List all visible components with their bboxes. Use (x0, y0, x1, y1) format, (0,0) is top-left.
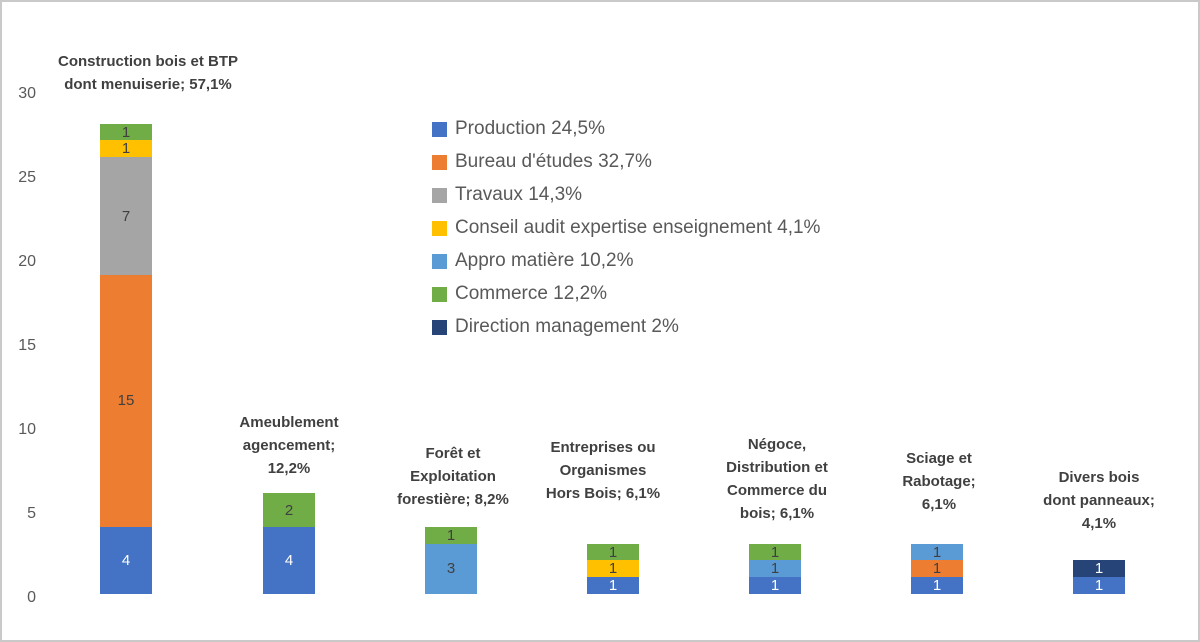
legend-item-bureau-etudes: Bureau d'études 32,7% (432, 146, 652, 178)
legend-label: Conseil audit expertise enseignement 4,1… (455, 217, 821, 238)
y-axis-tick-label: 20 (18, 253, 36, 270)
bar-segment-production: 1 (911, 577, 963, 594)
bar-value-label: 1 (770, 543, 780, 561)
bar-value-label: 1 (932, 543, 942, 561)
bar-value-label: 3 (446, 560, 456, 578)
legend-swatch-conseil-audit-expertise-enseignement (432, 220, 447, 236)
bar-value-label: 1 (608, 560, 618, 578)
legend-item-commerce: Commerce 12,2% (432, 278, 607, 310)
bar-value-label: 4 (284, 551, 294, 569)
bar-segment-commerce: 1 (100, 123, 152, 141)
bar-value-label: 1 (121, 123, 131, 141)
legend-label: Commerce 12,2% (455, 283, 608, 304)
bar-segment-production: 4 (263, 526, 315, 594)
category-label-negoce-distribution-commerce-bois: Négoce, Distribution et Commerce du bois… (726, 436, 828, 522)
y-axis-tick-label: 5 (27, 505, 36, 522)
bar-segment-direction-management: 1 (1073, 560, 1125, 578)
legend-swatch-commerce (432, 286, 447, 302)
bar-value-label: 2 (284, 501, 294, 519)
bar-segment-production: 4 (100, 526, 152, 594)
bar-value-label: 1 (608, 577, 618, 595)
category-label-ameublement-agencement: Ameublement agencement; 12,2% (239, 414, 339, 477)
bar-value-label: 1 (932, 560, 942, 578)
bar-segment-bureau-etudes: 15 (100, 274, 152, 527)
bar-value-label: 15 (117, 392, 135, 410)
bar-segment-commerce: 1 (587, 543, 639, 561)
category-label-entreprises-organismes-hors-bois: Entreprises ou Organismes Hors Bois; 6,1… (545, 439, 661, 502)
y-axis-tick-label: 0 (27, 589, 36, 606)
legend-label: Bureau d'études 32,7% (455, 151, 652, 172)
legend-label: Appro matière 10,2% (455, 250, 634, 271)
bar-value-label: 4 (121, 551, 131, 569)
legend-swatch-direction-management (432, 319, 447, 335)
bar-value-label: 7 (121, 207, 131, 225)
bar-value-label: 1 (770, 560, 780, 578)
legend-label: Travaux 14,3% (455, 184, 583, 205)
y-axis-tick-label: 30 (18, 85, 36, 102)
bar-segment-bureau-etudes: 1 (911, 560, 963, 578)
bar-value-label: 1 (608, 543, 618, 561)
bar-segment-production: 1 (749, 577, 801, 594)
bar-value-label: 1 (446, 526, 456, 544)
legend-item-production: Production 24,5% (432, 113, 605, 145)
bar-value-label: 1 (770, 577, 780, 595)
bar-segment-travaux: 7 (100, 157, 152, 275)
bar-segment-commerce: 2 (263, 493, 315, 527)
legend-swatch-appro-matiere (432, 253, 447, 269)
legend-swatch-travaux (432, 187, 447, 203)
category-label-divers-bois-panneaux: Divers bois dont panneaux; 4,1% (1043, 469, 1155, 532)
bar-segment-conseil-audit-expertise-enseignement: 1 (587, 560, 639, 578)
y-axis-tick-label: 15 (18, 337, 36, 354)
bar-segment-commerce: 1 (425, 526, 477, 544)
legend-swatch-bureau-etudes (432, 154, 447, 170)
bar-segment-commerce: 1 (749, 543, 801, 561)
bar-segment-production: 1 (587, 577, 639, 594)
legend-label: Direction management 2% (455, 316, 679, 337)
bar-value-label: 1 (932, 577, 942, 595)
bar-segment-production: 1 (1073, 577, 1125, 594)
y-axis-tick-label: 10 (18, 421, 36, 438)
category-label-construction-bois-btp: Construction bois et BTP dont menuiserie… (58, 53, 238, 93)
legend-item-direction-management: Direction management 2% (432, 311, 679, 343)
bar-segment-conseil-audit-expertise-enseignement: 1 (100, 140, 152, 158)
y-axis-tick-label: 25 (18, 169, 36, 186)
legend-label: Production 24,5% (455, 118, 605, 139)
legend-item-conseil-audit-expertise-enseignement: Conseil audit expertise enseignement 4,1… (432, 212, 820, 244)
bar-value-label: 1 (1094, 577, 1104, 595)
legend-item-appro-matiere: Appro matière 10,2% (432, 245, 634, 277)
bar-segment-appro-matiere: 3 (425, 543, 477, 594)
category-label-foret-exploitation-forestiere: Forêt et Exploitation forestière; 8,2% (397, 445, 509, 508)
bar-segment-appro-matiere: 1 (749, 560, 801, 578)
bar-value-label: 1 (121, 140, 131, 158)
bar-value-label: 1 (1094, 560, 1104, 578)
legend-item-travaux: Travaux 14,3% (432, 179, 582, 211)
legend-swatch-production (432, 121, 447, 137)
category-label-sciage-rabotage: Sciage et Rabotage; 6,1% (902, 450, 976, 513)
bar-segment-appro-matiere: 1 (911, 543, 963, 561)
